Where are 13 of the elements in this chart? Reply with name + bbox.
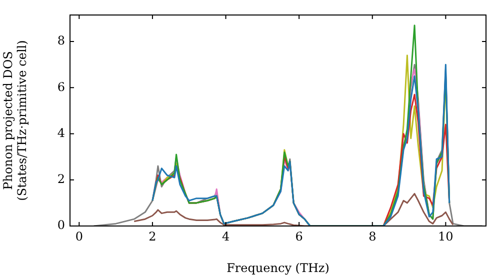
y-tick-label: 0	[57, 218, 65, 232]
y-tick-label: 2	[57, 172, 65, 186]
y-axis-title: Phonon projected DOS (States/THz·primitive cell)	[1, 40, 29, 201]
x-tick-label: 2	[148, 229, 156, 244]
x-tick-label: 6	[295, 229, 303, 244]
y-tick-label: 8	[57, 34, 65, 48]
x-axis-title: Frequency (THz)	[226, 260, 330, 275]
x-tick-label: 0	[75, 229, 83, 244]
x-tick-label: 10	[438, 229, 454, 244]
y-tick-label: 6	[57, 80, 65, 94]
x-tick-label: 8	[368, 229, 376, 244]
x-tick-label: 4	[222, 229, 230, 244]
y-tick-label: 4	[57, 126, 66, 140]
